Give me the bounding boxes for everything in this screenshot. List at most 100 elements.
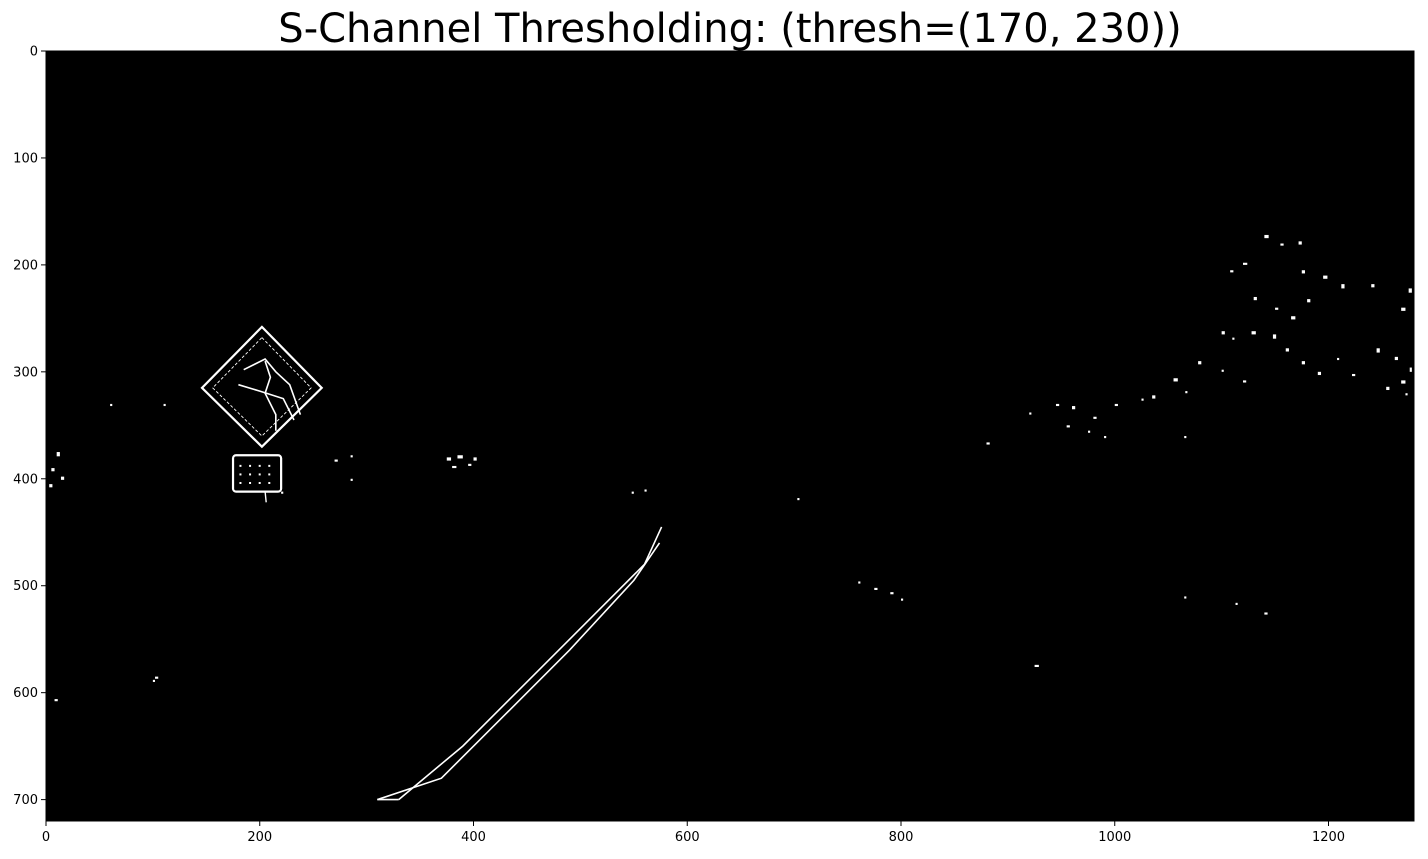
scatter-blob <box>1072 406 1076 410</box>
scatter-blob <box>1405 393 1408 396</box>
scatter-blob <box>350 455 353 458</box>
plate-sign-speckle <box>258 473 261 476</box>
scatter-blob <box>1307 299 1311 303</box>
scatter-blob <box>452 465 457 469</box>
scatter-blob <box>890 592 894 595</box>
x-tick-label: 0 <box>42 830 50 845</box>
scatter-blob <box>1230 270 1234 273</box>
y-tick-label: 0 <box>30 45 38 60</box>
plate-sign-post <box>264 491 267 503</box>
scatter-blob <box>1221 331 1225 335</box>
x-tick-label: 600 <box>675 830 700 845</box>
scatter-blob <box>1272 334 1277 339</box>
scatter-blob <box>1280 243 1284 246</box>
scatter-blob <box>901 598 904 601</box>
scatter-blob <box>51 468 55 472</box>
y-tick-label: 400 <box>13 472 38 487</box>
scatter-blob <box>1352 373 1356 377</box>
diamond-sign-outline <box>200 325 324 449</box>
y-tick-label: 100 <box>13 151 38 166</box>
scatter-blob <box>1243 262 1248 265</box>
scatter-blob <box>1409 367 1412 372</box>
lane-line-inner-edge <box>377 542 661 801</box>
scatter-blob <box>986 442 990 445</box>
plate-sign-speckle <box>258 481 261 484</box>
y-tick-label: 300 <box>13 365 38 380</box>
scatter-blob <box>1291 316 1296 320</box>
scatter-blob <box>152 679 156 682</box>
scatter-blob <box>1298 241 1302 245</box>
diamond-sign-symbol-stroke-2 <box>264 360 277 431</box>
scatter-blob <box>49 484 53 488</box>
scatter-blob <box>163 403 166 407</box>
x-tick-label: 1000 <box>1098 830 1131 845</box>
chart-title: S-Channel Thresholding: (thresh=(170, 23… <box>278 6 1181 52</box>
scatter-blob <box>457 455 463 459</box>
diamond-sign-inner-outline <box>212 336 312 437</box>
scatter-blob <box>1301 361 1305 365</box>
axes-frame <box>45 50 1415 822</box>
scatter-blob <box>1093 416 1097 419</box>
scatter-blob <box>1376 348 1380 353</box>
plate-sign-speckle <box>268 481 271 484</box>
scatter-blob <box>1401 307 1406 311</box>
scatter-blob <box>1088 430 1091 433</box>
scatter-blob <box>1251 331 1256 335</box>
scatter-blob <box>1104 436 1107 439</box>
x-tick-label: 400 <box>461 830 486 845</box>
scatter-blob <box>155 676 159 679</box>
scatter-blob <box>1341 284 1345 289</box>
scatter-blob <box>54 699 58 702</box>
scatter-blob <box>1301 270 1305 274</box>
plate-sign-speckle <box>268 464 271 467</box>
diamond-sign-symbol-stroke-1 <box>238 383 295 421</box>
scatter-blob <box>1323 275 1328 279</box>
scatter-blob <box>1185 391 1188 394</box>
scatter-blob <box>1114 403 1118 407</box>
plate-sign-speckle <box>239 473 242 476</box>
scatter-blob <box>1029 412 1032 415</box>
axes-layer: 0 200 400 600 800 1000 1200 0 100 200 300 400 500 600… <box>13 45 1415 845</box>
plate-sign-speckle <box>239 464 242 467</box>
scatter-blob <box>334 459 338 462</box>
scatter-blob <box>281 491 284 494</box>
plate-sign-speckle <box>239 481 242 484</box>
plate-sign-speckle <box>249 464 252 467</box>
scatter-blob <box>1264 612 1268 615</box>
scatter-blob <box>1173 378 1178 382</box>
plate-sign-outline <box>231 454 283 493</box>
scatter-blob <box>874 587 878 590</box>
scatter-blob <box>1243 380 1247 383</box>
scatter-blob <box>56 452 60 457</box>
scatter-blob <box>1371 284 1375 288</box>
diamond-sign-symbol-stroke-0 <box>243 358 302 415</box>
scatter-blob <box>858 581 861 584</box>
x-tick-label: 800 <box>889 830 914 845</box>
x-tick-label: 200 <box>247 830 272 845</box>
scatter-blob <box>797 498 800 501</box>
x-tick-label: 1200 <box>1312 830 1345 845</box>
scatter-blob <box>1235 602 1238 605</box>
scatter-blob <box>1394 356 1398 361</box>
scatter-blob <box>1066 425 1070 428</box>
scatter-blob <box>1275 307 1279 310</box>
y-tick-label: 700 <box>13 793 38 808</box>
scatter-blob <box>110 403 113 407</box>
y-tick-label: 600 <box>13 686 38 701</box>
scatter-blob <box>1285 348 1289 352</box>
plate-sign-speckle <box>268 473 271 476</box>
scatter-blob <box>1055 403 1060 407</box>
scatter-blob <box>644 489 647 492</box>
scatter-blob <box>473 457 477 461</box>
scatter-blob <box>1141 398 1144 401</box>
plate-sign-speckle <box>258 464 261 467</box>
scatter-blob <box>1386 386 1390 391</box>
scatter-blob <box>1337 357 1340 361</box>
scatter-blob <box>1264 234 1269 239</box>
scatter-blob <box>1317 371 1322 376</box>
scatter-blob <box>446 457 452 461</box>
plate-sign-speckle <box>249 481 252 484</box>
scatter-blob <box>1184 596 1187 599</box>
